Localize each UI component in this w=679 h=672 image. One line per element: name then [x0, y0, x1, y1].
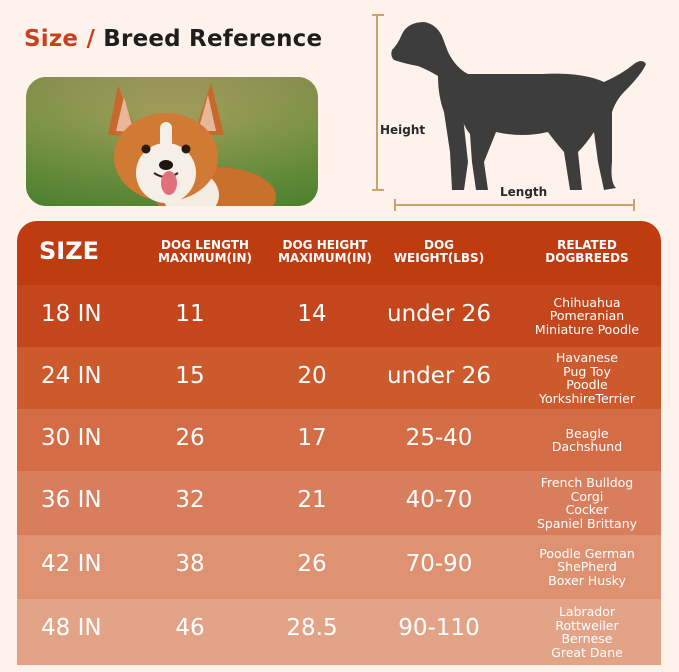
cell-height: 20	[297, 363, 327, 389]
cell-size: 18 IN	[41, 301, 102, 327]
breed-name: Chihuahua	[553, 294, 621, 310]
cell-length: 32	[175, 487, 205, 513]
cell-length: 46	[175, 615, 205, 641]
cell-height: 26	[297, 551, 327, 577]
cell-height: 21	[297, 487, 327, 513]
table-row: 18 IN 11 14 under 26 Chihuahua Pomeranian Mini…	[17, 285, 661, 347]
breed-name: French Bulldog	[540, 475, 634, 490]
table-row: 42 IN 38 26 70-90 Poodle German ShePherd Boxer…	[17, 535, 661, 599]
breed-name: Great Dane	[551, 644, 623, 660]
breed-name: Cocker	[565, 502, 609, 517]
cell-weight: 40-70	[405, 487, 473, 513]
breed-name: YorkshireTerrier	[538, 390, 636, 406]
cell-length: 15	[175, 363, 205, 389]
table-row: 36 IN 32 21 40-70 French Bulldog Corgi Cocker S…	[17, 471, 661, 535]
cell-size: 30 IN	[41, 425, 102, 451]
cell-height: 14	[297, 301, 327, 327]
breed-name: Havanese	[556, 350, 618, 365]
length-label: Length	[500, 185, 548, 199]
header-size: SIZE	[39, 237, 100, 265]
header-breeds-line1: RELATED	[557, 238, 617, 252]
cell-breeds: Poodle German ShePherd Boxer Husky	[512, 535, 662, 599]
header-weight-line2: WEIGHT(LBS)	[393, 250, 485, 265]
cell-weight: 25-40	[405, 425, 473, 451]
height-label: Height	[380, 123, 426, 137]
breed-name: Beagle	[565, 425, 609, 441]
breed-name: ShePherd	[557, 559, 617, 575]
breed-name: Rottweiler	[555, 617, 619, 633]
cell-length: 26	[175, 425, 205, 451]
breed-name: Labrador	[558, 604, 616, 619]
cell-breeds: Chihuahua Pomeranian Miniature Poodle	[512, 285, 662, 347]
header-length: DOG LENGTH MAXIMUM(IN)	[135, 239, 275, 264]
breed-name: Spaniel Brittany	[536, 515, 638, 531]
breed-name: Dachshund	[551, 439, 623, 454]
cell-size: 48 IN	[41, 615, 102, 641]
breed-name: Poodle German	[539, 545, 635, 561]
header-length-line1: DOG LENGTH	[161, 238, 249, 252]
corgi-photo	[26, 77, 318, 206]
table-row: 30 IN 26 17 25-40 Beagle Dachshund	[17, 409, 661, 471]
title-slash: /	[86, 26, 96, 52]
corgi-illustration	[26, 77, 318, 206]
header-length-line2: MAXIMUM(IN)	[157, 250, 253, 265]
table-row: 48 IN 46 28.5 90-110 Labrador Rottweiler Berne…	[17, 599, 661, 665]
cell-size: 24 IN	[41, 363, 102, 389]
cell-height: 28.5	[286, 615, 338, 641]
dog-size-diagram: Height Length	[372, 12, 672, 212]
cell-size: 36 IN	[41, 487, 102, 513]
title-rest: Breed Reference	[103, 26, 323, 52]
size-table: SIZE DOG LENGTH MAXIMUM(IN) DOG HEIGHT M…	[17, 221, 661, 665]
cell-weight: under 26	[387, 363, 491, 389]
breed-name: Bernese	[561, 631, 613, 646]
page-title: Size / Breed Reference	[24, 26, 322, 52]
cell-length: 38	[175, 551, 205, 577]
breed-name: Pug Toy	[563, 363, 611, 379]
dog-silhouette-icon	[372, 14, 646, 211]
cell-weight: 70-90	[405, 551, 473, 577]
header-height-line2: MAXIMUM(IN)	[277, 250, 373, 265]
header-height: DOG HEIGHT MAXIMUM(IN)	[255, 239, 395, 264]
cell-weight: 90-110	[398, 615, 480, 641]
breed-name: Poodle	[566, 377, 608, 392]
header-weight-line1: DOG	[423, 238, 454, 252]
breed-name: Miniature Poodle	[534, 321, 640, 337]
cell-length: 11	[175, 301, 205, 327]
cell-weight: under 26	[387, 301, 491, 327]
header-breeds: RELATED DOGBREEDS	[522, 239, 652, 264]
cell-breeds: Havanese Pug Toy Poodle YorkshireTerrier	[512, 347, 662, 409]
breed-name: Boxer Husky	[548, 572, 626, 588]
title-accent: Size	[24, 26, 79, 52]
cell-breeds: Beagle Dachshund	[512, 409, 662, 471]
table-row: 24 IN 15 20 under 26 Havanese Pug Toy Poodle Yo…	[17, 347, 661, 409]
table-header: SIZE DOG LENGTH MAXIMUM(IN) DOG HEIGHT M…	[17, 221, 661, 285]
cell-size: 42 IN	[41, 551, 102, 577]
header-breeds-line2: DOGBREEDS	[545, 250, 629, 265]
cell-height: 17	[297, 425, 327, 451]
cell-breeds: French Bulldog Corgi Cocker Spaniel Brittan…	[512, 471, 662, 535]
header-weight: DOG WEIGHT(LBS)	[369, 239, 509, 264]
breed-name: Pomeranian	[549, 308, 625, 324]
header-height-line1: DOG HEIGHT	[282, 238, 368, 252]
cell-breeds: Labrador Rottweiler Bernese Great Dane	[512, 599, 662, 665]
breed-name: Corgi	[570, 488, 604, 504]
